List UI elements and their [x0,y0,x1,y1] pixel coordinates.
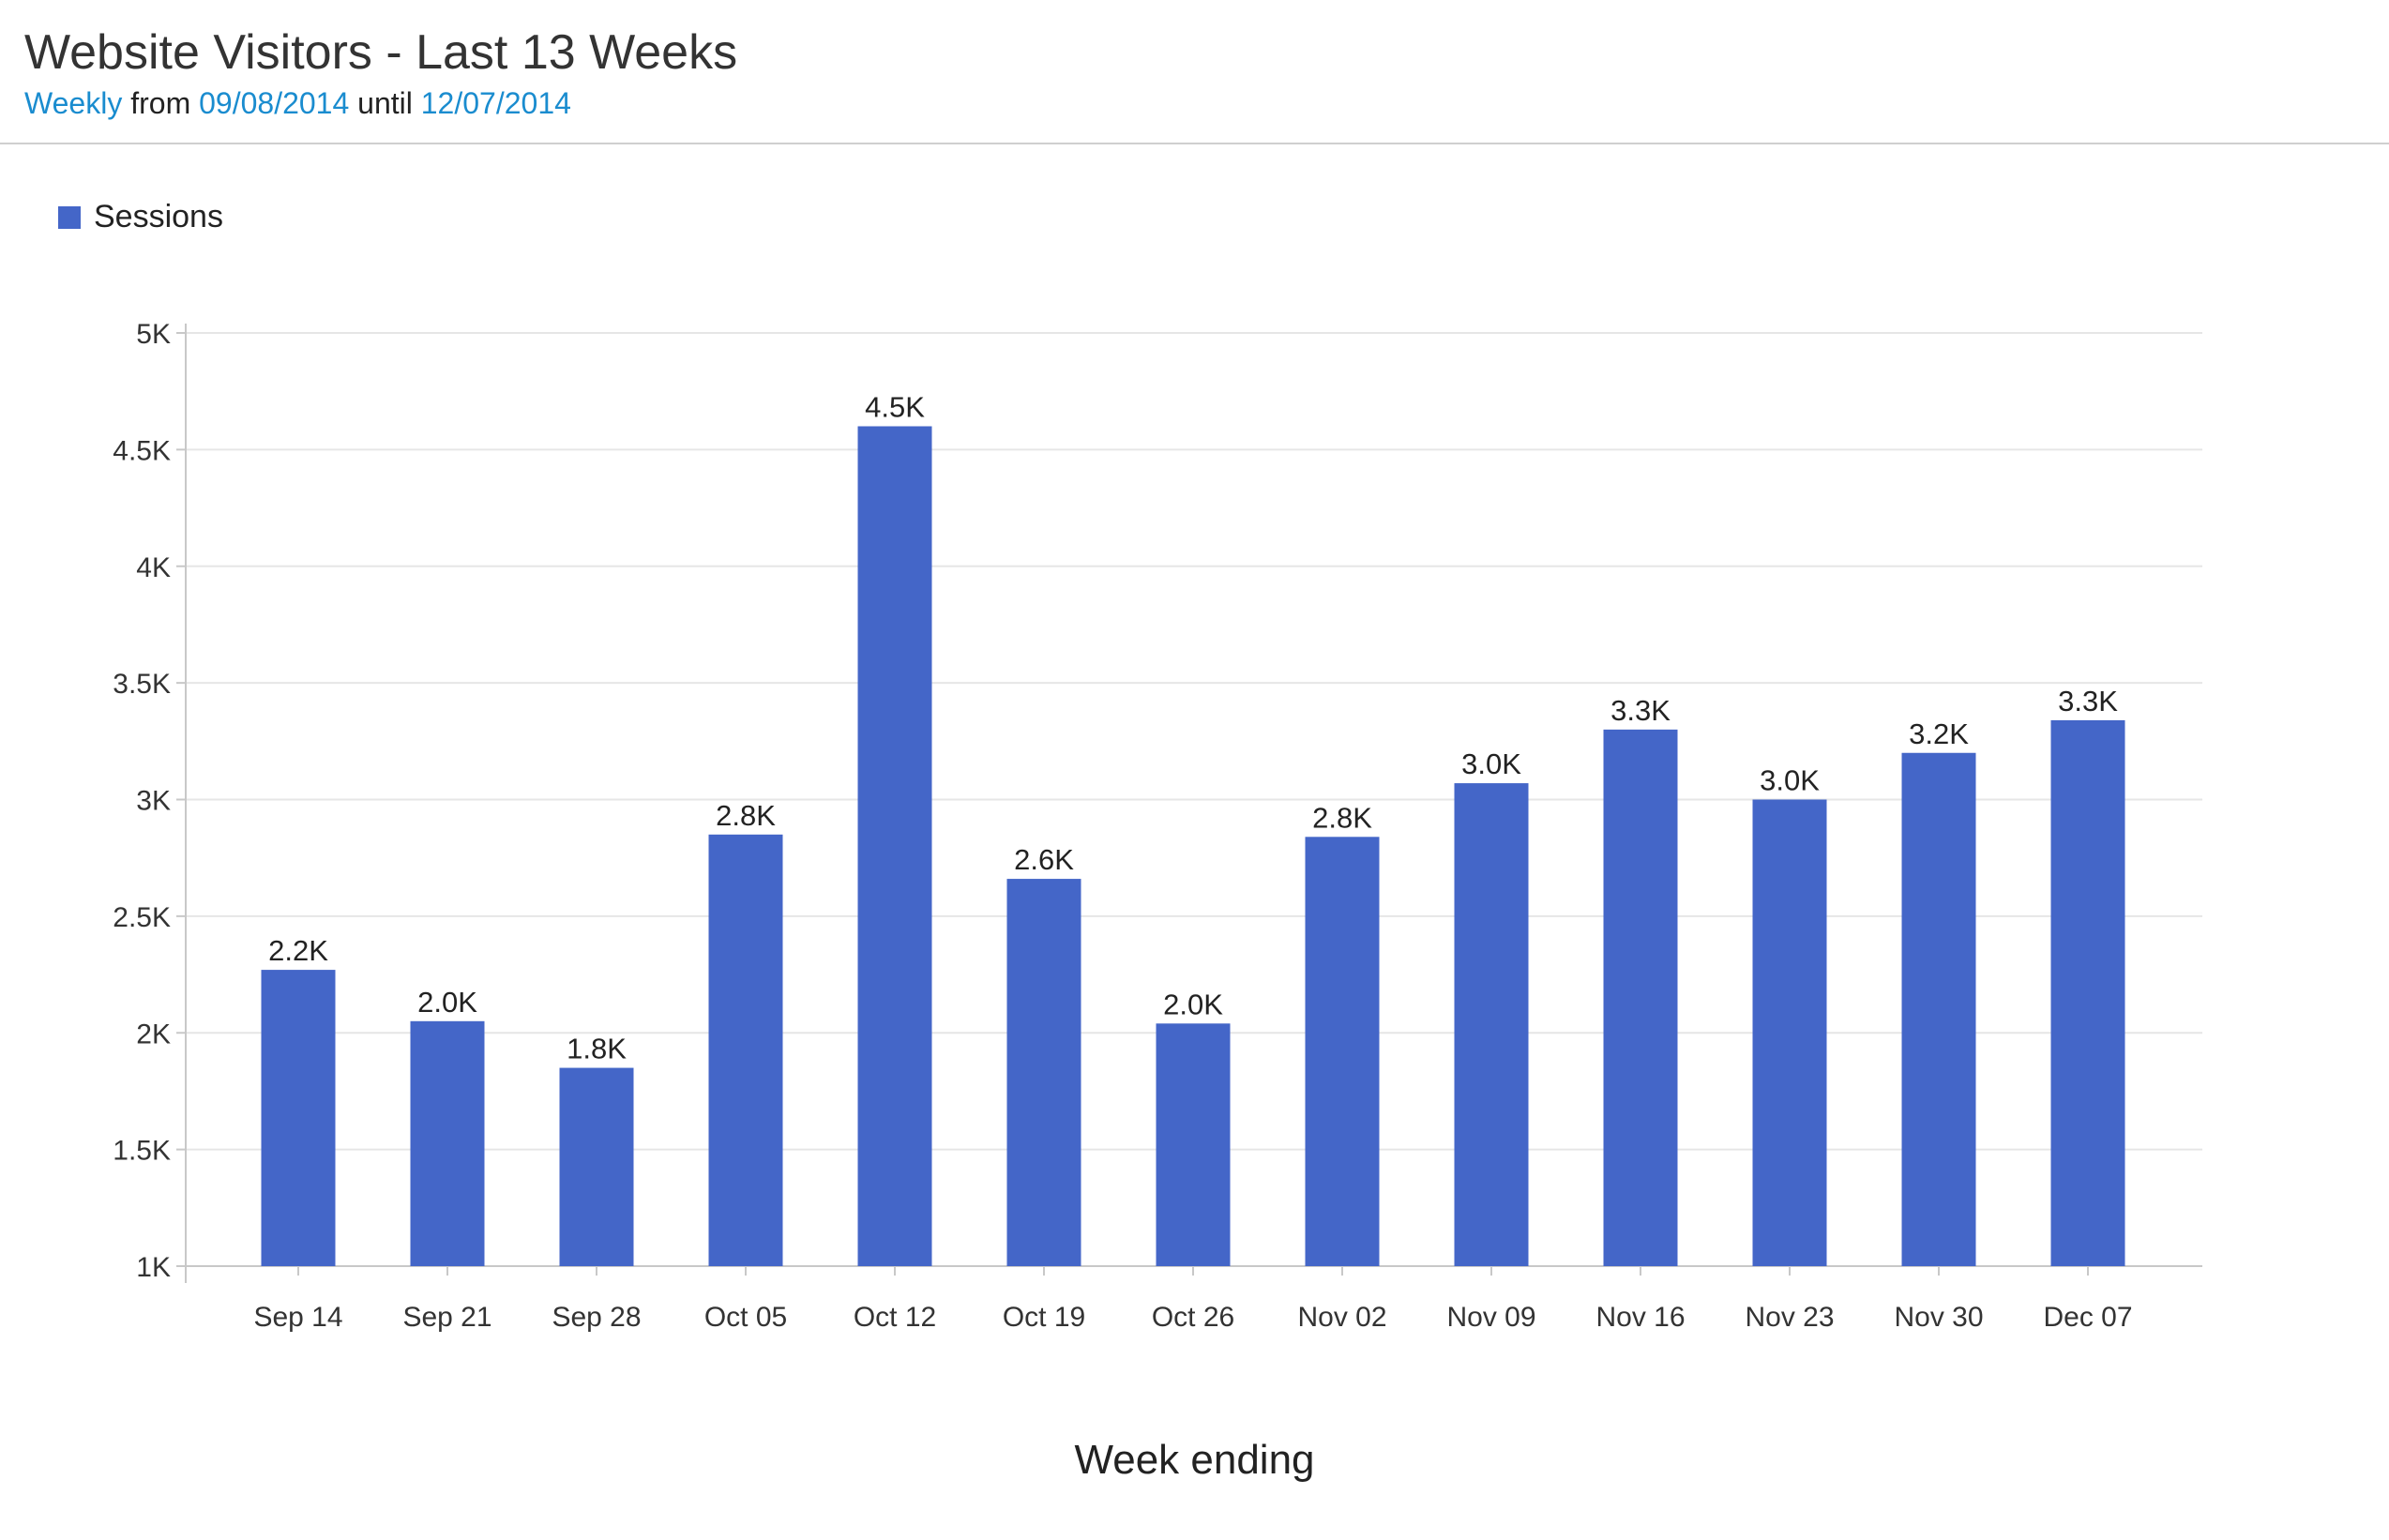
chart-title: Website Visitors - Last 13 Weeks [24,25,738,80]
period-link[interactable]: Weekly [24,86,123,120]
data-label: 2.0K [1163,988,1223,1020]
y-tick-label: 3K [136,786,171,817]
bar [1752,799,1827,1266]
data-label: 2.8K [1312,801,1372,834]
y-tick-label: 4K [136,552,171,583]
x-tick-label: Oct 19 [1003,1302,1085,1333]
data-label: 2.2K [268,934,328,967]
chart-header: Website Visitors - Last 13 Weeks Weekly … [0,0,2389,144]
y-tick-label: 4.5K [113,435,171,466]
x-tick-label: Dec 07 [2043,1302,2132,1333]
x-tick-label: Sep 14 [253,1302,342,1333]
x-tick-label: Nov 02 [1297,1302,1386,1333]
legend-label-sessions: Sessions [94,199,223,234]
data-label: 4.5K [865,391,925,424]
bar [410,1020,485,1266]
data-label: 3.3K [1610,694,1671,727]
until-text: until [357,86,413,120]
data-label: 2.8K [716,799,776,832]
y-tick-label: 2K [136,1019,171,1049]
data-label: 3.0K [1461,747,1521,780]
y-tick-label: 1.5K [113,1136,171,1167]
x-tick-label: Oct 26 [1152,1302,1234,1333]
data-label: 2.0K [417,986,477,1019]
x-tick-label: Nov 30 [1894,1302,1983,1333]
y-tick-label: 3.5K [113,669,171,700]
bar [1603,729,1678,1266]
bar [559,1067,634,1266]
bar [1305,837,1380,1266]
data-label: 3.3K [2058,685,2118,717]
bar [1006,879,1081,1266]
bar [1156,1023,1231,1266]
x-tick-label: Nov 16 [1595,1302,1685,1333]
x-tick-label: Oct 05 [704,1302,787,1333]
from-text: from [130,86,191,120]
until-date-link[interactable]: 12/07/2014 [420,86,571,120]
y-tick-label: 5K [136,319,171,350]
bar [857,426,932,1266]
legend-swatch-sessions [58,205,81,229]
x-tick-label: Oct 12 [854,1302,936,1333]
x-tick-label: Sep 28 [552,1302,641,1333]
data-label: 2.6K [1014,843,1074,876]
bar [1901,752,1976,1266]
x-axis-title: Week ending [1074,1437,1315,1483]
bar [261,970,336,1266]
x-tick-label: Nov 23 [1745,1302,1834,1333]
from-date-link[interactable]: 09/08/2014 [199,86,350,120]
bar [1454,783,1529,1266]
data-label: 3.0K [1760,764,1820,797]
data-label: 1.8K [567,1033,627,1065]
bar [708,834,783,1266]
chart-subtitle: Weekly from 09/08/2014 until 12/07/2014 [24,84,571,122]
data-label: 3.2K [1909,717,1969,750]
y-tick-label: 1K [136,1252,171,1283]
bar [2050,719,2125,1266]
x-tick-label: Sep 21 [402,1302,491,1333]
chart-legend[interactable]: Sessions [58,199,223,235]
x-tick-label: Nov 09 [1446,1302,1535,1333]
y-tick-label: 2.5K [113,902,171,933]
